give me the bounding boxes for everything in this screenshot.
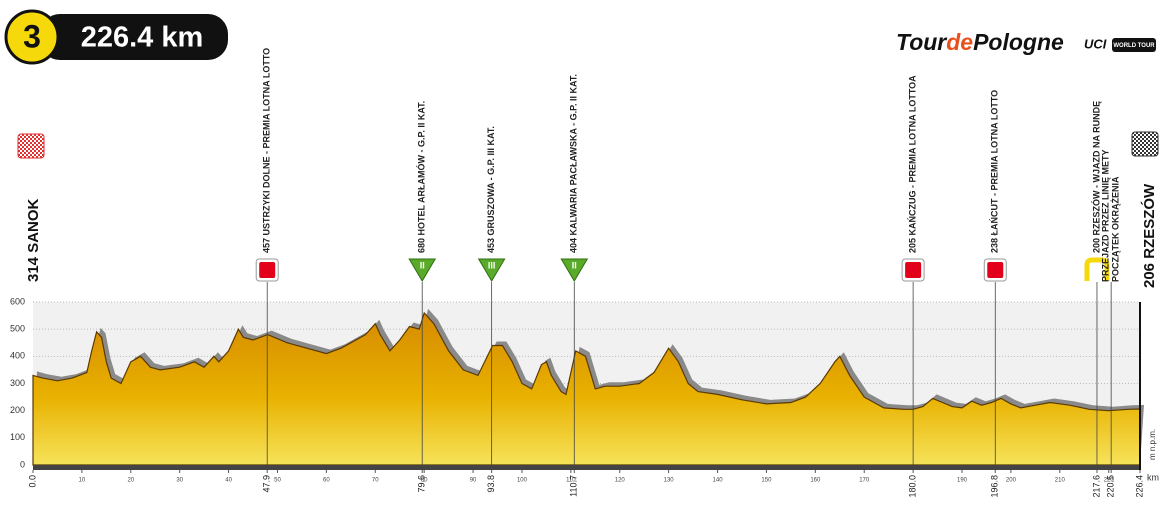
x-tick-label: 70 (372, 478, 379, 484)
x-tick-label: 210 (1055, 478, 1066, 484)
x-tick-label: 190 (957, 478, 968, 484)
x-tick-label: 160 (810, 478, 821, 484)
marker-label: 404 KALWARIA PACŁAWSKA - G.P. II KAT. (569, 74, 579, 253)
km-strip (33, 465, 1140, 470)
x-tick-label: 217.6 (1091, 475, 1101, 498)
circuit-icon (1084, 257, 1110, 281)
climb-icon (477, 258, 506, 282)
x-tick-label: 170 (859, 478, 870, 484)
y-tick-label: 300 (10, 378, 25, 388)
x-tick-label: 100 (517, 478, 528, 484)
x-tick-label: 80 (421, 478, 428, 484)
x-tick-label: 93.8 (486, 475, 496, 493)
x-tick-label: 0.0 (27, 475, 37, 488)
sprint-icon-inner (987, 262, 1004, 278)
logo-part: Pologne (973, 29, 1064, 55)
start-label: 314 SANOK (25, 198, 42, 282)
y-tick-label: 400 (10, 351, 25, 361)
x-tick-label: 50 (274, 478, 281, 484)
marker-label: 238 ŁAŃCUT - PREMIA LOTNA LOTTO (990, 90, 1000, 253)
x-tick-label: 200 (1006, 478, 1017, 484)
x-tick-label: 60 (323, 478, 330, 484)
profile-area (32, 311, 1141, 466)
marker-label: 680 HOTEL ARŁAMÓW - G.P. II KAT. (416, 101, 427, 253)
start-flag (17, 133, 45, 159)
y-tick-label: 100 (10, 432, 25, 442)
x-tick-label: 110.7 (569, 475, 579, 497)
y-tick-label: 600 (10, 296, 25, 306)
x-tick-label: 150 (761, 478, 772, 484)
climb-icon (408, 258, 437, 282)
climb-cat: III (488, 260, 496, 270)
x-tick-label: 20 (127, 478, 134, 484)
sprint-icon-inner (905, 262, 922, 278)
y-tick-label: 500 (10, 324, 25, 334)
y-tick-label: 200 (10, 405, 25, 415)
x-tick-label: 226.4 (1134, 475, 1144, 498)
x-tick-label: 220.5 (1106, 475, 1116, 498)
x-tick-label: 140 (713, 478, 724, 484)
x-tick-label: 120 (615, 478, 626, 484)
logo-part: de (946, 29, 973, 55)
wt-bg (1112, 38, 1156, 52)
x-tick-label: 90 (470, 478, 477, 484)
marker-label: 200 RZESZÓW - WJAZD NA RUNDĘ (1090, 101, 1101, 253)
climb-icon (560, 258, 589, 282)
x-tick-label: 180.0 (907, 475, 917, 498)
x-tick-label: 130 (664, 478, 675, 484)
y-axis-label: m n.p.m. (1148, 429, 1157, 460)
logo: TourdePologne (896, 29, 1064, 55)
marker-label: 457 USTRZYKI DOLNE - PREMIA LOTNA LOTTO (262, 48, 272, 253)
logo-part: Tour (896, 29, 947, 55)
sprint-icon-inner (259, 262, 276, 278)
x-tick-label: 47.9 (262, 475, 272, 493)
marker-label: POCZĄTEK OKRĄŻENIA (1111, 176, 1121, 282)
x-tick-label: 40 (225, 478, 232, 484)
world-tour: WORLD TOUR (1113, 43, 1155, 49)
x-tick-label: 79.6 (417, 475, 427, 493)
finish-label: 206 RZESZÓW (1140, 183, 1158, 288)
marker-label: 453 GRUSZOWA - G.P. III KAT. (486, 126, 496, 253)
climb-cat: II (572, 260, 577, 270)
marker-label: PRZEJAZD PRZEZ LINIĘ METY (1101, 149, 1111, 282)
stage-circle (4, 9, 60, 65)
stage-number: 3 (23, 18, 41, 54)
marker-label: 205 KAŃCZUG - PREMIA LOTNA LOTTOA (907, 75, 917, 253)
x-tick-label: 196.8 (990, 475, 1000, 498)
x-tick-label: 220 (1104, 478, 1115, 484)
x-tick-label: 10 (79, 478, 86, 484)
uci: UCI (1084, 36, 1107, 51)
climb-cat: II (420, 260, 425, 270)
y-tick-label: 0 (20, 459, 25, 469)
x-tick-label: 110 (566, 478, 576, 484)
x-axis-label: km (1147, 472, 1159, 482)
badge-bg (40, 14, 228, 60)
x-tick-label: 30 (176, 478, 183, 484)
finish-flag (1131, 131, 1159, 157)
distance: 226.4 km (81, 22, 204, 54)
